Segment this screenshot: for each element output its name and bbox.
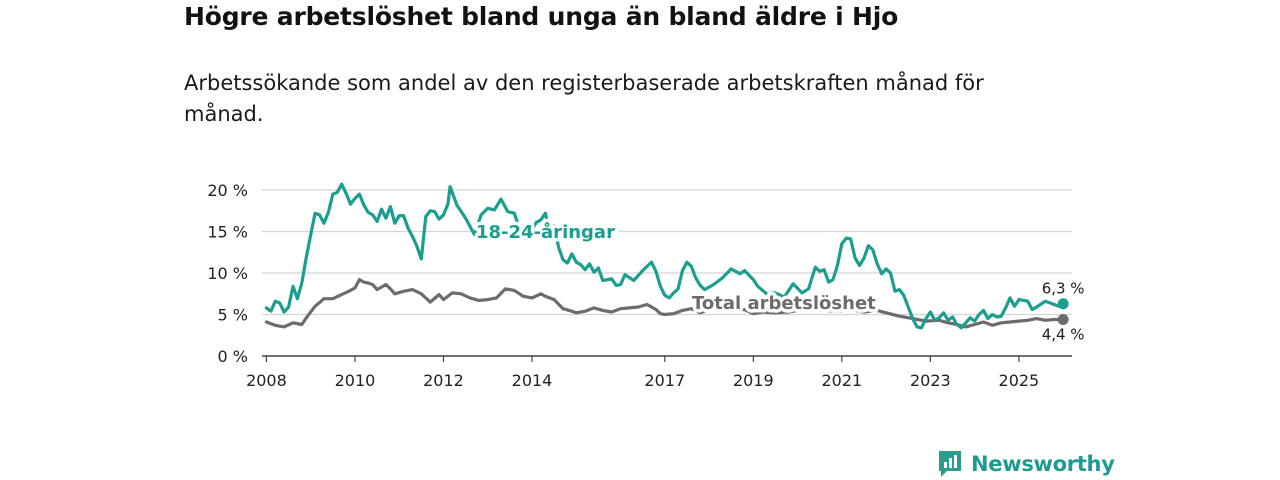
series-end-marker-total — [1057, 313, 1069, 325]
x-tick-label: 2021 — [821, 371, 862, 390]
brand-name: Newsworthy — [971, 452, 1115, 476]
series-line-total — [264, 278, 1065, 329]
newsworthy-brand[interactable]: Newsworthy — [937, 449, 1115, 479]
y-tick-label: 5 % — [218, 306, 248, 325]
y-tick-label: 15 % — [207, 223, 248, 242]
series-label-total-halo: Total arbetslöshet — [692, 293, 876, 314]
x-tick-label: 2012 — [423, 371, 464, 390]
x-tick-label: 2014 — [512, 371, 553, 390]
y-axis-tick-labels: 0 % 5 % 10 % 15 % 20 % — [207, 181, 248, 366]
newsworthy-logo-icon — [939, 451, 961, 477]
series-line-youth — [264, 182, 1065, 330]
end-value-label-youth-halo: 6,3 % — [1042, 280, 1085, 298]
end-value-label-youth: 6,3 % — [1042, 280, 1085, 298]
chart-title: Högre arbetslöshet bland unga än bland ä… — [184, 2, 899, 31]
gridlines — [262, 189, 1072, 316]
x-tick-label: 2023 — [910, 371, 951, 390]
end-value-label-total: 4,4 % — [1042, 325, 1085, 343]
y-tick-label: 10 % — [207, 264, 248, 283]
x-tick-label: 2025 — [999, 371, 1040, 390]
x-tick-label: 2008 — [246, 371, 287, 390]
series-label-total: Total arbetslöshet — [692, 293, 876, 314]
x-tick-label: 2010 — [335, 371, 376, 390]
chart-subtitle: Arbetssökande som andel av den registerb… — [184, 71, 984, 126]
x-axis: 2008 2010 2012 2014 2017 2019 2021 2023 2025 — [246, 355, 1072, 390]
series-label-youth: 18-24-åringar — [476, 221, 615, 243]
x-tick-label: 2019 — [733, 371, 774, 390]
y-tick-label: 20 % — [207, 181, 248, 200]
y-tick-label: 0 % — [218, 347, 248, 366]
series-end-marker-youth — [1057, 298, 1069, 310]
series-label-youth-halo: 18-24-åringar — [476, 221, 615, 243]
end-value-label-total-halo: 4,4 % — [1042, 325, 1085, 343]
x-tick-label: 2017 — [644, 371, 685, 390]
series-lines — [264, 182, 1069, 330]
